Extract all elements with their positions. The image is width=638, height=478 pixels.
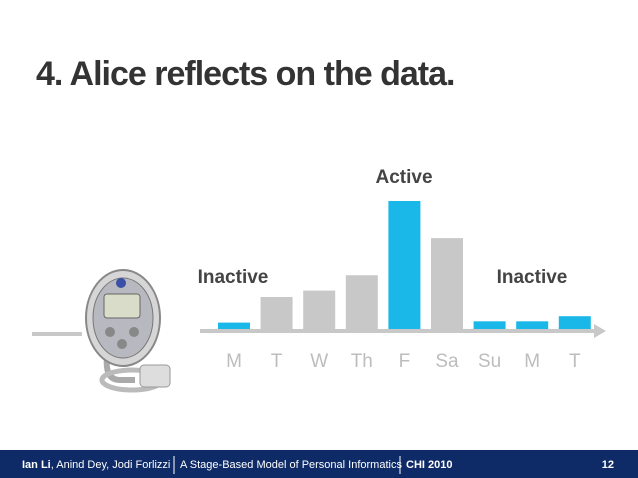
bar bbox=[473, 321, 506, 329]
x-tick-label: Th bbox=[351, 351, 373, 372]
annotation: Active bbox=[375, 167, 432, 188]
bar bbox=[431, 238, 463, 329]
bar bbox=[218, 322, 250, 329]
footer-venue: CHI 2010 bbox=[406, 459, 452, 471]
annotation: Inactive bbox=[497, 267, 568, 288]
x-tick-label: M bbox=[524, 351, 540, 372]
timeline-arrow bbox=[594, 324, 606, 338]
bar bbox=[303, 290, 336, 329]
pedometer-image bbox=[85, 269, 171, 393]
bar bbox=[516, 321, 549, 329]
bar bbox=[345, 275, 378, 329]
other-authors: , Anind Dey, Jodi Forlizzi bbox=[51, 459, 171, 471]
lead-author: Ian Li bbox=[22, 459, 51, 471]
footer-authors: Ian Li, Anind Dey, Jodi Forlizzi bbox=[22, 459, 170, 471]
annotation: Inactive bbox=[198, 267, 269, 288]
footer-bar bbox=[0, 450, 638, 478]
x-tick-label: W bbox=[310, 351, 328, 372]
x-tick-label: Su bbox=[478, 351, 501, 372]
slide-title: 4. Alice reflects on the data. bbox=[36, 55, 454, 93]
footer-paper: A Stage-Based Model of Personal Informat… bbox=[180, 459, 402, 471]
x-tick-label: M bbox=[226, 351, 242, 372]
x-tick-label: F bbox=[399, 351, 411, 372]
bar bbox=[260, 297, 293, 329]
x-tick-label: T bbox=[271, 351, 283, 372]
x-tick-label: Sa bbox=[435, 351, 459, 372]
bar bbox=[558, 316, 591, 329]
bar bbox=[388, 201, 421, 329]
page-number: 12 bbox=[602, 459, 614, 471]
x-tick-label: T bbox=[569, 351, 581, 372]
